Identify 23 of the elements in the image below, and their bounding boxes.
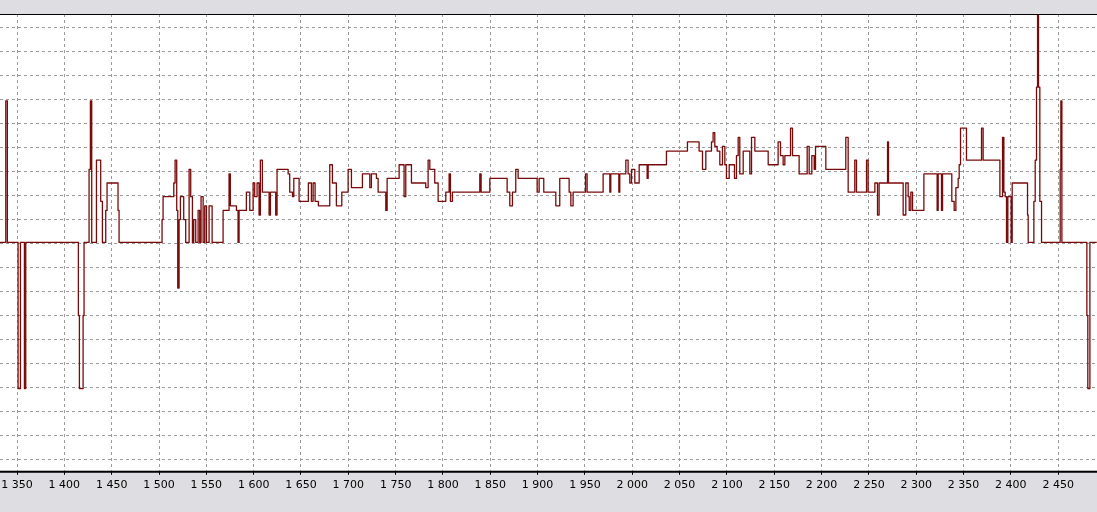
x-tick-label: 2 300 bbox=[900, 478, 932, 492]
x-tick-label: 2 450 bbox=[1042, 478, 1074, 492]
x-tick-label: 2 150 bbox=[758, 478, 790, 492]
x-tick-label: 1 550 bbox=[190, 478, 223, 492]
x-tick-label: 1 400 bbox=[48, 478, 81, 492]
x-tick-label: 1 700 bbox=[332, 478, 365, 492]
x-tick-label: 1 350 bbox=[1, 478, 33, 492]
x-tick-label: 1 950 bbox=[569, 478, 601, 492]
x-tick-label: 1 900 bbox=[521, 478, 554, 492]
x-tick-label: 1 650 bbox=[285, 478, 317, 492]
x-tick-label: 2 350 bbox=[947, 478, 980, 492]
x-tick-label: 2 050 bbox=[663, 478, 696, 492]
x-tick-label: 2 400 bbox=[995, 478, 1027, 492]
x-tick-label: 1 500 bbox=[143, 478, 175, 492]
x-tick-label: 1 750 bbox=[379, 478, 412, 492]
x-tick-label: 2 200 bbox=[805, 478, 838, 492]
x-tick-label: 1 800 bbox=[427, 478, 459, 492]
x-tick-label: 1 450 bbox=[95, 478, 128, 492]
x-tick-label: 1 850 bbox=[474, 478, 507, 492]
x-tick-label: 2 250 bbox=[853, 478, 885, 492]
x-tick-label: 2 000 bbox=[616, 478, 649, 492]
x-tick-label: 1 600 bbox=[237, 478, 270, 492]
x-tick-label: 2 100 bbox=[711, 478, 743, 492]
